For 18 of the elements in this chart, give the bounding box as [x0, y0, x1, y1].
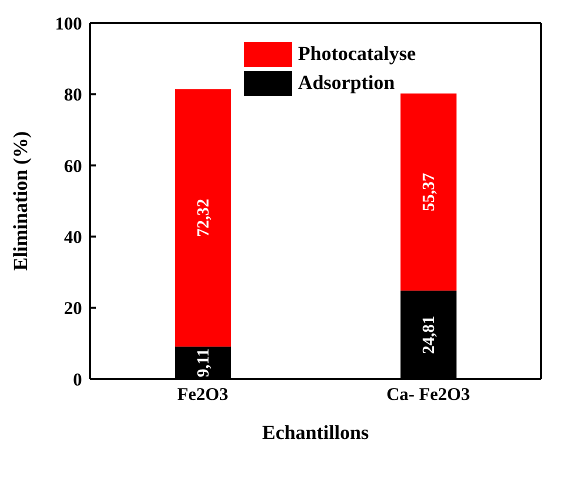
- x-tick-label: Ca- Fe2O3: [386, 384, 470, 404]
- bar: [400, 94, 456, 291]
- legend-label: Photocatalyse: [298, 43, 416, 66]
- x-axis-title: Echantillons: [262, 422, 370, 444]
- legend-label: Adsorption: [298, 72, 395, 95]
- y-tick-label: 40: [64, 226, 82, 247]
- y-tick-label: 80: [64, 84, 82, 105]
- y-tick-label: 0: [73, 369, 82, 390]
- y-tick-label: 100: [55, 13, 82, 34]
- data-label: 55,37: [419, 172, 438, 212]
- data-label: 24,81: [419, 316, 438, 354]
- data-label: 72,32: [194, 198, 212, 237]
- bar: [175, 89, 231, 347]
- y-tick-label: 20: [64, 298, 82, 318]
- y-tick-label: 60: [64, 156, 82, 176]
- x-tick-label: Fe2O3: [177, 384, 228, 404]
- data-label: 9,11: [194, 348, 212, 378]
- y-axis-title: Elimination (%): [10, 131, 32, 271]
